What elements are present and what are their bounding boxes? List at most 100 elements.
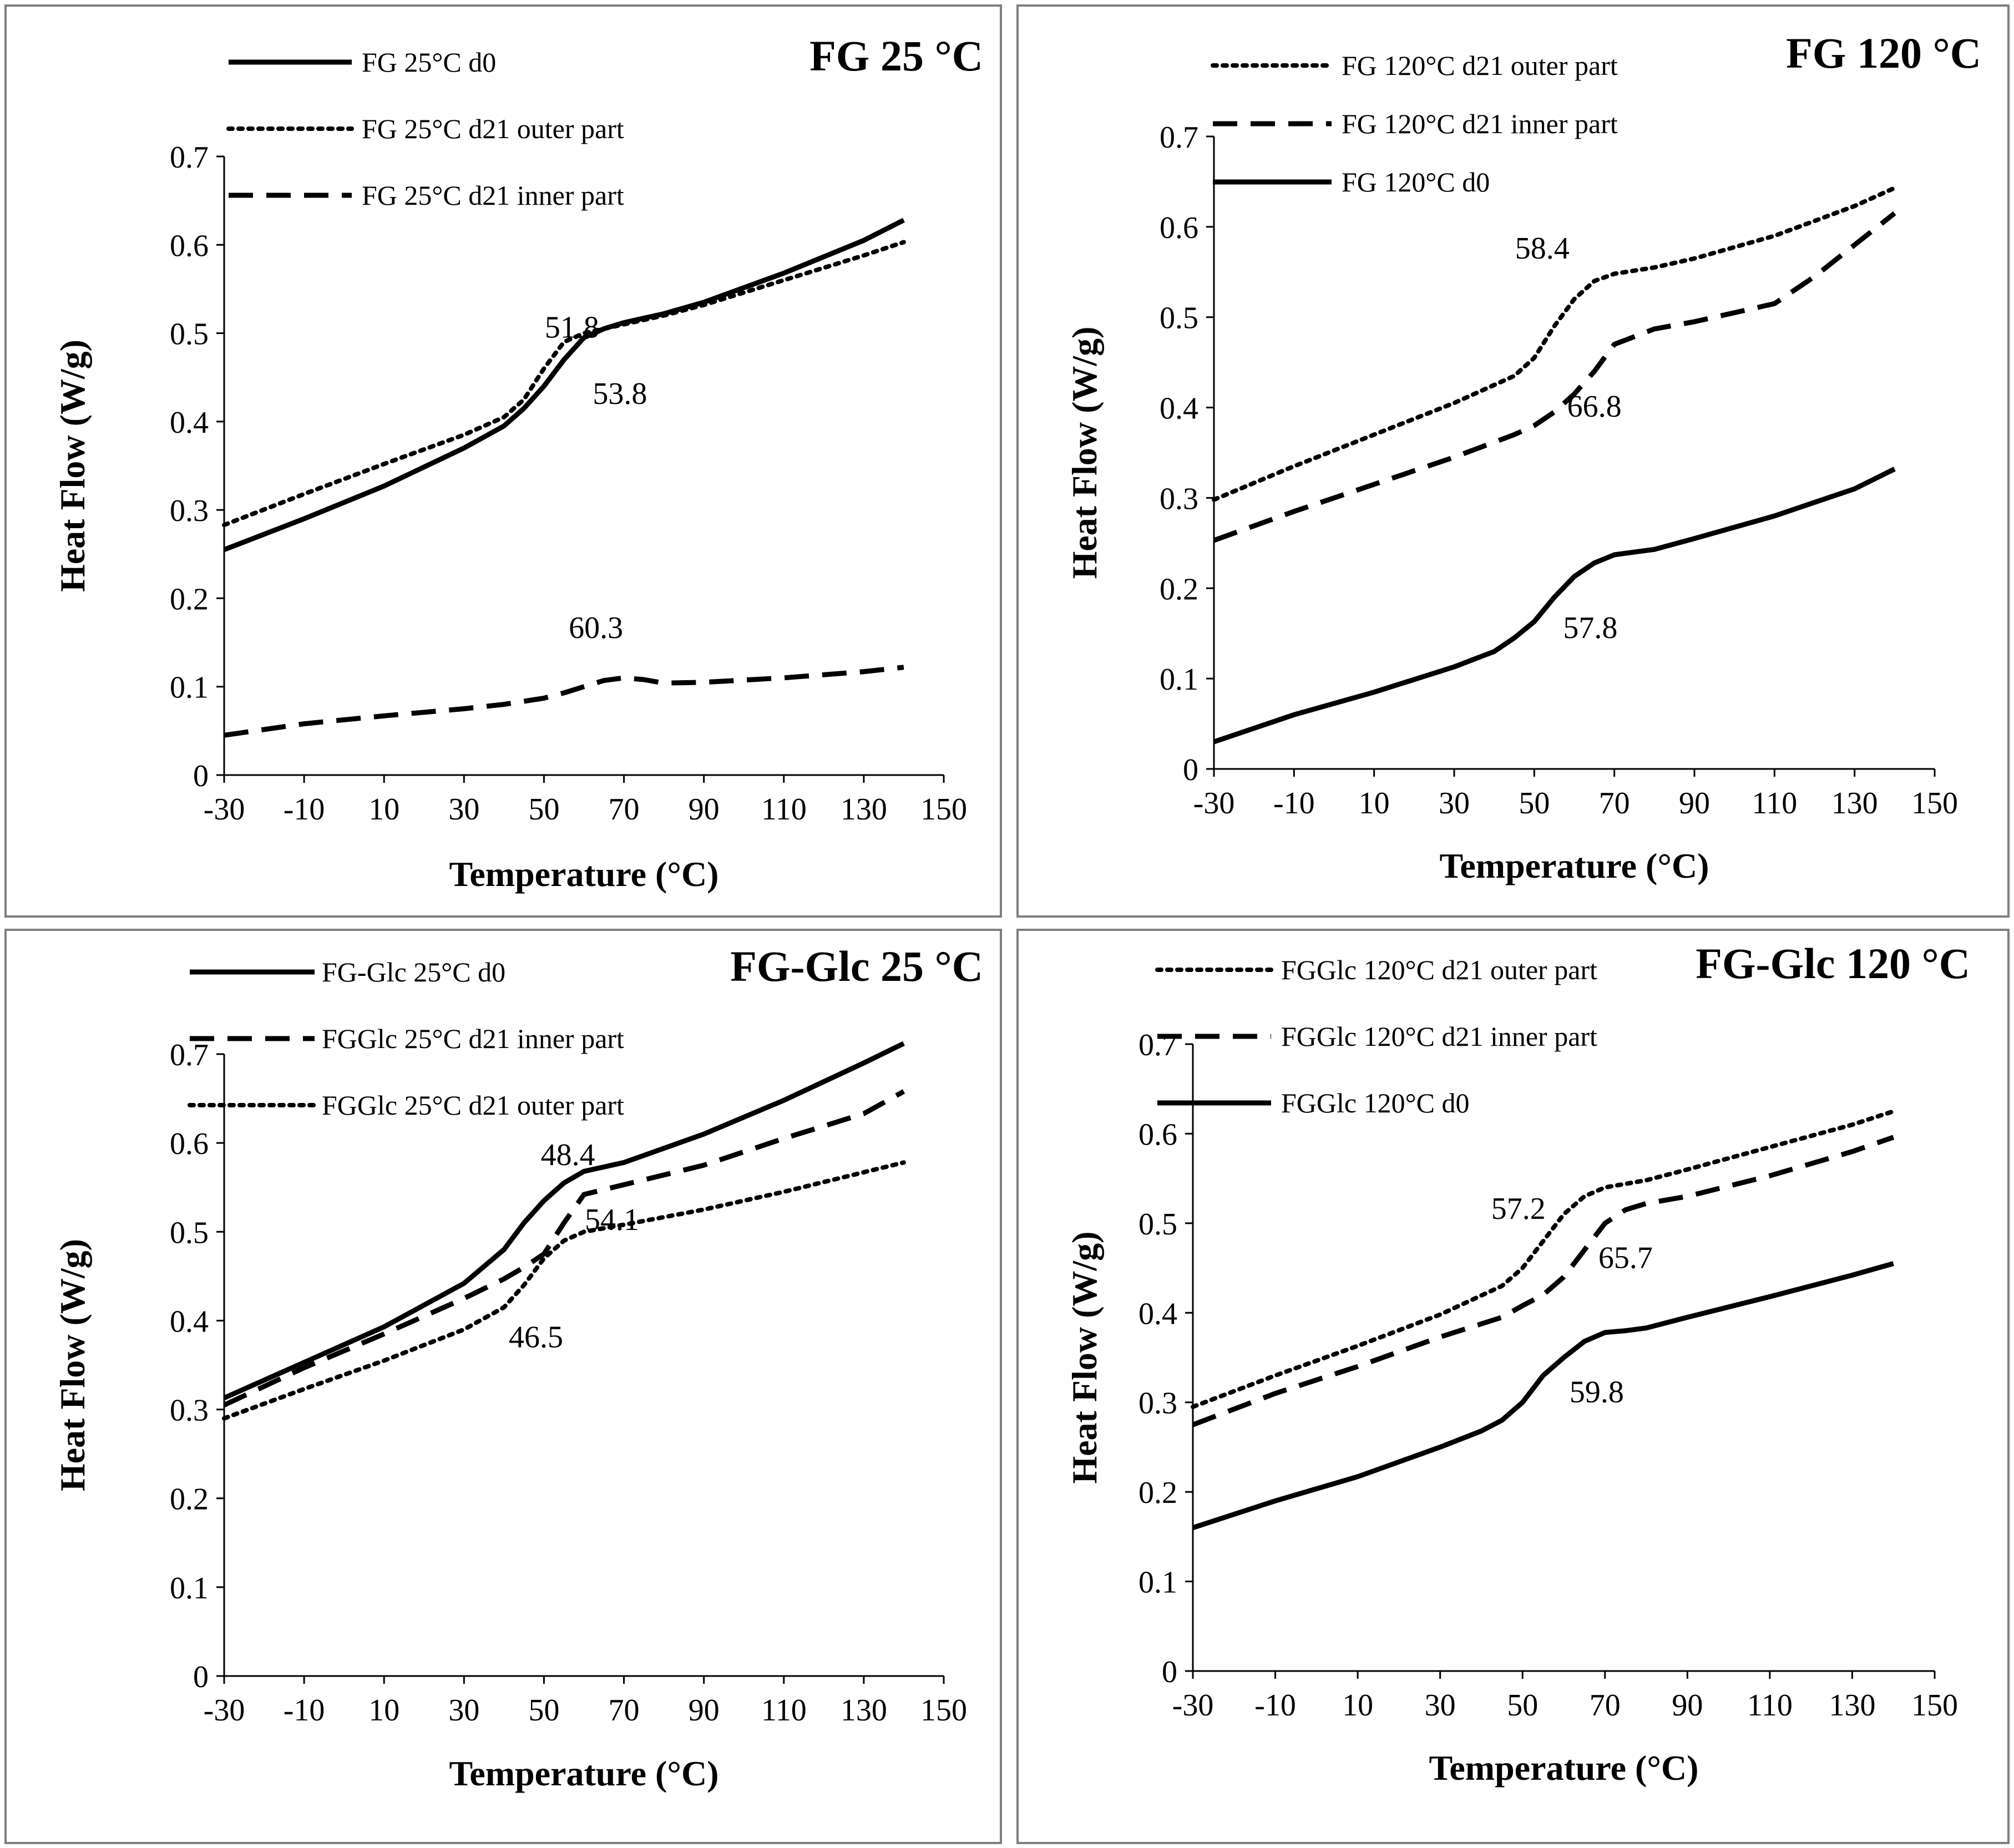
y-tick-label: 0.1 <box>170 1571 209 1606</box>
y-tick-label: 0.4 <box>170 406 209 440</box>
legend-label: FG 120°C d21 outer part <box>1342 50 1618 81</box>
series-line <box>222 1160 906 1421</box>
y-axis-title: Heat Flow (W/g) <box>1065 327 1104 579</box>
chart-panel-fg-25: 0 0.1 0.2 0.3 0.4 0.5 0.6 0.7 -30 -10 10 30 50 70 90 11… <box>4 4 1002 918</box>
series-line <box>1192 1261 1894 1530</box>
x-tick-label: 50 <box>528 792 559 827</box>
series-line <box>1213 211 1896 543</box>
legend-label: FG 120°C d0 <box>1342 166 1490 198</box>
series-line <box>223 1041 905 1400</box>
annotation-label: 65.7 <box>1598 1241 1653 1275</box>
x-tick-label: 90 <box>689 1693 720 1728</box>
chart-panel-fg-glc-120: 0 0.1 0.2 0.3 0.4 0.5 0.6 0.7 -30 -10 10 30 50 70 90 11… <box>1016 929 2010 1844</box>
x-tick-label: 110 <box>1752 786 1797 821</box>
y-tick-label: 0.3 <box>1138 1386 1177 1421</box>
legend-label: FG 25°C d0 <box>362 47 496 78</box>
annotation-label: 46.5 <box>509 1320 563 1354</box>
x-tick-label: 130 <box>1831 786 1878 821</box>
x-tick-label: 110 <box>761 792 807 827</box>
annotation-label: 53.8 <box>593 377 647 411</box>
y-tick-label: 0.7 <box>170 1038 209 1072</box>
x-tick-label: -30 <box>204 1693 245 1728</box>
y-axis-title: Heat Flow (W/g) <box>1065 1232 1104 1484</box>
y-tick-label: 0.4 <box>1138 1297 1177 1331</box>
legend-label: FGGlc 25°C d21 inner part <box>322 1023 624 1054</box>
y-tick-label: 0.3 <box>170 494 209 528</box>
y-tick-label: 0.4 <box>1160 392 1198 426</box>
annotation-label: 51.8 <box>545 311 599 345</box>
annotation-label: 66.8 <box>1567 389 1622 424</box>
x-tick-label: -30 <box>204 792 245 827</box>
series-line <box>224 665 904 738</box>
legend-label: FGGlc 120°C d21 outer part <box>1281 954 1597 985</box>
x-tick-label: 30 <box>448 1693 479 1728</box>
y-tick-label: 0.5 <box>1138 1207 1177 1242</box>
x-tick-label: 70 <box>1599 786 1630 821</box>
chart-panel-fg-glc-25: 0 0.1 0.2 0.3 0.4 0.5 0.6 0.7 -30 -10 10 30 50 70 90 11… <box>4 929 1002 1844</box>
series-line <box>223 217 905 552</box>
series-line <box>1191 1109 1896 1409</box>
legend-label: FG 25°C d21 outer part <box>362 113 624 144</box>
x-tick-label: 130 <box>841 1693 887 1728</box>
x-tick-label: 90 <box>689 792 720 827</box>
x-tick-label: 70 <box>609 1693 640 1728</box>
y-tick-label: 0.7 <box>170 140 209 175</box>
y-tick-label: 0 <box>1162 1655 1177 1689</box>
x-axis-title: Temperature (°C) <box>449 854 719 894</box>
y-tick-label: 0.7 <box>1160 120 1198 155</box>
series-line <box>1192 1135 1895 1427</box>
x-axis-title: Temperature (°C) <box>1429 1748 1699 1788</box>
annotation-label: 48.4 <box>541 1138 595 1172</box>
y-tick-label: 0.2 <box>1160 572 1198 606</box>
x-tick-label: -30 <box>1172 1688 1214 1723</box>
legend-label: FGGlc 120°C d21 inner part <box>1281 1021 1597 1052</box>
x-tick-label: 10 <box>1342 1688 1373 1723</box>
y-tick-label: 0.3 <box>1160 482 1198 516</box>
y-tick-label: 0.2 <box>1138 1476 1177 1510</box>
y-tick-label: 0.5 <box>170 1216 209 1250</box>
annotation-label: 54.1 <box>585 1203 639 1237</box>
x-tick-label: -10 <box>284 792 325 827</box>
annotation-label: 58.4 <box>1515 231 1570 266</box>
y-tick-label: 0.5 <box>170 317 209 352</box>
y-tick-label: 0.2 <box>170 582 209 616</box>
x-tick-label: 150 <box>1911 786 1958 821</box>
y-tick-label: 0.1 <box>170 671 209 705</box>
y-tick-label: 0.6 <box>1160 211 1198 245</box>
x-tick-label: 90 <box>1679 786 1710 821</box>
legend-label: FGGlc 25°C d21 outer part <box>322 1090 624 1121</box>
y-tick-label: 0.6 <box>1138 1117 1177 1152</box>
legend-label: FG-Glc 25°C d0 <box>322 956 505 988</box>
x-tick-label: -10 <box>284 1693 325 1728</box>
legend-label: FGGlc 120°C d0 <box>1281 1087 1469 1118</box>
x-tick-label: 10 <box>368 792 399 827</box>
annotation-label: 60.3 <box>569 611 623 645</box>
x-tick-label: 90 <box>1672 1688 1703 1723</box>
legend-label: FG 120°C d21 inner part <box>1342 108 1618 139</box>
x-tick-label: 130 <box>841 792 887 827</box>
x-tick-label: -10 <box>1254 1688 1296 1723</box>
y-tick-label: 0.6 <box>170 1127 209 1161</box>
x-tick-label: 150 <box>1911 1688 1958 1723</box>
annotation-label: 57.2 <box>1491 1192 1546 1226</box>
chart-fg-glc-120: 0 0.1 0.2 0.3 0.4 0.5 0.6 0.7 -30 -10 10 30 50 70 90 11… <box>1065 939 1970 1788</box>
x-tick-label: 50 <box>1507 1688 1538 1723</box>
chart-fg-glc-25: 0 0.1 0.2 0.3 0.4 0.5 0.6 0.7 -30 -10 10 30 50 70 90 11… <box>53 942 983 1793</box>
x-tick-label: 110 <box>1747 1688 1793 1723</box>
x-tick-label: 150 <box>920 792 967 827</box>
chart-panel-fg-120: 0 0.1 0.2 0.3 0.4 0.5 0.6 0.7 -30 -10 10 30 50 70 90 11… <box>1016 4 2010 918</box>
annotation-label: 59.8 <box>1570 1375 1624 1410</box>
chart-fg-25: 0 0.1 0.2 0.3 0.4 0.5 0.6 0.7 -30 -10 10 30 50 70 90 11… <box>53 32 983 894</box>
x-tick-label: 30 <box>1425 1688 1456 1723</box>
x-tick-label: -10 <box>1273 786 1315 821</box>
annotation-label: 57.8 <box>1563 611 1617 645</box>
x-tick-label: 70 <box>609 792 640 827</box>
y-tick-label: 0 <box>1183 753 1198 787</box>
y-tick-label: 0 <box>193 759 209 793</box>
series-line <box>223 1089 905 1407</box>
y-tick-label: 0.4 <box>170 1304 209 1339</box>
chart-fg-120: 0 0.1 0.2 0.3 0.4 0.5 0.6 0.7 -30 -10 10 30 50 70 90 11… <box>1065 29 1981 885</box>
series-line <box>222 240 906 528</box>
y-tick-label: 0 <box>193 1660 209 1694</box>
x-tick-label: -30 <box>1193 786 1235 821</box>
